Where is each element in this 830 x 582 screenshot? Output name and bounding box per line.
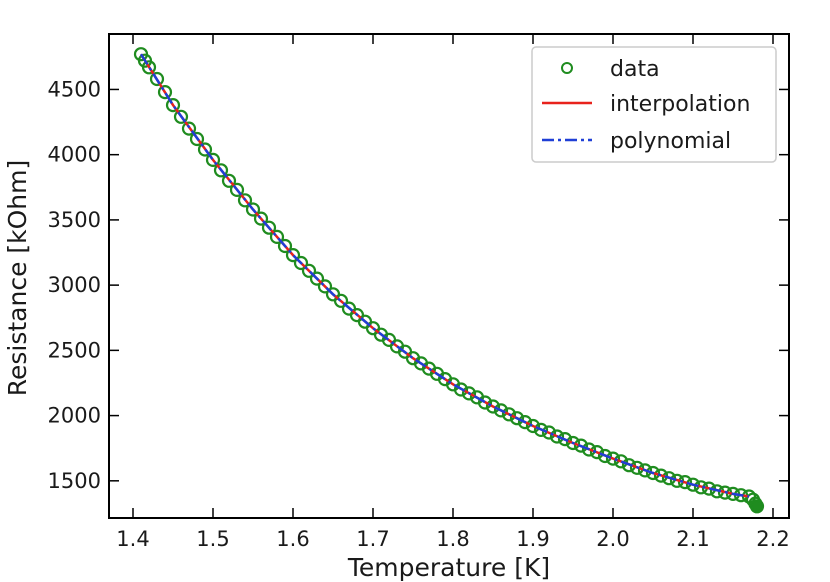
data-point	[645, 465, 661, 481]
data-point	[181, 121, 197, 136]
data-point	[189, 131, 205, 147]
y-axis-title: Resistance [kOhm]	[3, 160, 32, 397]
data-point	[749, 499, 765, 514]
x-tick-label: 1.5	[196, 527, 229, 551]
x-tick-label: 1.4	[116, 527, 149, 551]
x-axis-title: Temperature [K]	[347, 553, 550, 582]
series-line-polynomial	[139, 53, 750, 498]
data-point	[149, 71, 165, 87]
data-point	[237, 193, 253, 208]
y-tick-label: 2000	[48, 404, 101, 428]
x-tick-label: 2.2	[756, 527, 789, 551]
y-tick-label: 3000	[48, 273, 101, 297]
legend: data interpolation polynomial	[531, 46, 777, 163]
data-point	[589, 445, 605, 460]
ticks-layer: 1.4 1.5 1.6 1.7 1.8 1.9 2.0 2.1 2.2 1500 2000 2500 3…	[48, 34, 790, 551]
data-point	[173, 109, 189, 124]
data-point	[565, 435, 581, 451]
data-point	[549, 429, 565, 444]
x-tick-label: 2.0	[596, 527, 629, 551]
data-point	[221, 173, 237, 188]
data-point	[517, 415, 533, 430]
data-point	[285, 248, 301, 263]
data-point	[573, 438, 589, 453]
data-point	[461, 386, 477, 401]
data-point	[213, 163, 229, 178]
x-tick-label: 1.8	[436, 527, 469, 551]
data-point	[493, 403, 509, 418]
legend-label-polynomial: polynomial	[610, 129, 731, 154]
data-point	[501, 407, 517, 422]
data-point	[293, 255, 309, 271]
y-tick-label: 3500	[48, 208, 101, 232]
legend-marker-data	[561, 62, 573, 74]
x-tick-label: 1.6	[276, 527, 309, 551]
data-point	[333, 293, 349, 308]
data-point	[269, 229, 285, 244]
data-point	[677, 475, 693, 490]
series-layer	[133, 47, 765, 514]
data-point	[605, 451, 621, 466]
data-point	[229, 182, 245, 197]
data-point	[581, 442, 597, 457]
data-point	[245, 202, 261, 217]
x-tick-label: 1.9	[516, 527, 549, 551]
x-tick-label: 1.7	[356, 527, 389, 551]
data-point	[613, 454, 629, 469]
data-point	[751, 500, 763, 512]
data-point	[541, 425, 557, 440]
data-point	[653, 468, 669, 483]
data-point	[685, 477, 701, 492]
data-point	[253, 211, 269, 226]
y-tick-label: 4500	[48, 77, 101, 101]
data-point	[157, 84, 173, 100]
data-point	[525, 418, 541, 434]
x-tick-label: 2.1	[676, 527, 709, 551]
data-point	[197, 142, 213, 157]
data-point	[597, 448, 613, 464]
y-tick-label: 2500	[48, 338, 101, 362]
y-tick-label: 4000	[48, 143, 101, 167]
data-point	[453, 382, 469, 397]
legend-label-data: data	[610, 57, 660, 82]
data-point	[477, 395, 493, 410]
data-point	[509, 411, 525, 426]
data-point	[141, 60, 157, 75]
data-point	[301, 263, 317, 278]
legend-box	[531, 46, 777, 163]
data-point	[557, 432, 573, 447]
data-point	[637, 463, 653, 478]
data-point	[309, 271, 325, 286]
data-point	[317, 279, 333, 294]
y-tick-label: 1500	[48, 469, 101, 493]
plot-frame	[108, 33, 790, 519]
data-point	[165, 97, 181, 113]
data-point	[485, 399, 501, 414]
data-point	[533, 422, 549, 437]
data-point	[261, 220, 277, 235]
legend-label-interpolation: interpolation	[610, 92, 750, 117]
data-point	[277, 238, 293, 254]
data-point	[629, 460, 645, 475]
data-point	[205, 152, 221, 167]
